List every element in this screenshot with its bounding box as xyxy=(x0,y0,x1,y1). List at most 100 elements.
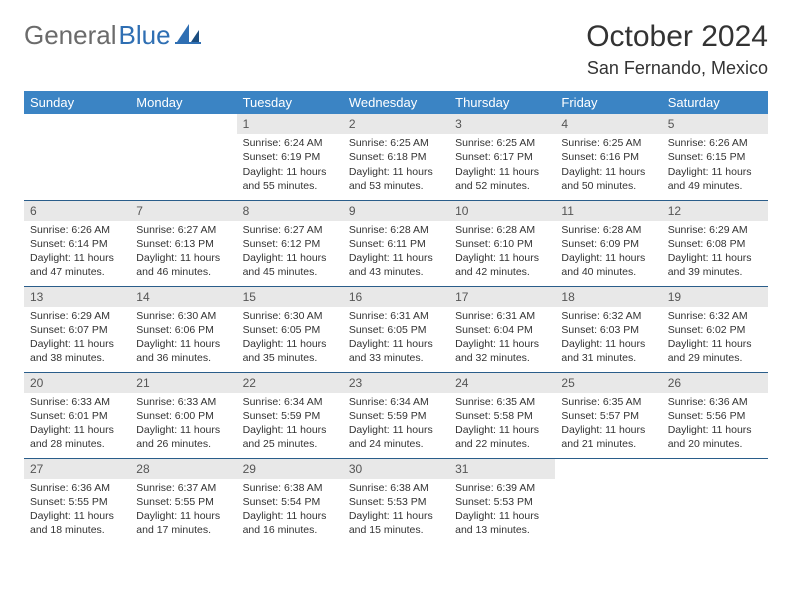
daylight-text-1: Daylight: 11 hours xyxy=(455,165,549,179)
day-number: 5 xyxy=(662,114,768,134)
calendar-day-cell: 9Sunrise: 6:28 AMSunset: 6:11 PMDaylight… xyxy=(343,200,449,286)
calendar-day-cell: 10Sunrise: 6:28 AMSunset: 6:10 PMDayligh… xyxy=(449,200,555,286)
daylight-text-1: Daylight: 11 hours xyxy=(561,165,655,179)
calendar-week-row: 1Sunrise: 6:24 AMSunset: 6:19 PMDaylight… xyxy=(24,114,768,200)
day-info: Sunrise: 6:25 AMSunset: 6:18 PMDaylight:… xyxy=(343,134,449,197)
sunrise-text: Sunrise: 6:32 AM xyxy=(668,309,762,323)
sunrise-text: Sunrise: 6:31 AM xyxy=(455,309,549,323)
daylight-text-2: and 31 minutes. xyxy=(561,351,655,365)
calendar-day-cell: 20Sunrise: 6:33 AMSunset: 6:01 PMDayligh… xyxy=(24,372,130,458)
day-number: 15 xyxy=(237,287,343,307)
calendar-day-cell xyxy=(130,114,236,200)
day-info: Sunrise: 6:28 AMSunset: 6:10 PMDaylight:… xyxy=(449,221,555,284)
sunset-text: Sunset: 6:09 PM xyxy=(561,237,655,251)
daylight-text-2: and 21 minutes. xyxy=(561,437,655,451)
daylight-text-2: and 20 minutes. xyxy=(668,437,762,451)
sunset-text: Sunset: 6:10 PM xyxy=(455,237,549,251)
daylight-text-1: Daylight: 11 hours xyxy=(30,509,124,523)
calendar-day-cell xyxy=(555,458,661,544)
sunset-text: Sunset: 6:13 PM xyxy=(136,237,230,251)
day-number: 31 xyxy=(449,459,555,479)
sunrise-text: Sunrise: 6:25 AM xyxy=(349,136,443,150)
sunrise-text: Sunrise: 6:39 AM xyxy=(455,481,549,495)
daylight-text-1: Daylight: 11 hours xyxy=(30,251,124,265)
daylight-text-1: Daylight: 11 hours xyxy=(243,251,337,265)
day-info: Sunrise: 6:31 AMSunset: 6:04 PMDaylight:… xyxy=(449,307,555,370)
sunrise-text: Sunrise: 6:36 AM xyxy=(30,481,124,495)
sunset-text: Sunset: 5:57 PM xyxy=(561,409,655,423)
sunrise-text: Sunrise: 6:29 AM xyxy=(30,309,124,323)
sunset-text: Sunset: 6:18 PM xyxy=(349,150,443,164)
daylight-text-2: and 33 minutes. xyxy=(349,351,443,365)
daylight-text-1: Daylight: 11 hours xyxy=(30,337,124,351)
day-number: 6 xyxy=(24,201,130,221)
calendar-day-cell: 2Sunrise: 6:25 AMSunset: 6:18 PMDaylight… xyxy=(343,114,449,200)
sunset-text: Sunset: 6:00 PM xyxy=(136,409,230,423)
calendar-day-cell: 7Sunrise: 6:27 AMSunset: 6:13 PMDaylight… xyxy=(130,200,236,286)
weekday-header: Thursday xyxy=(449,91,555,114)
calendar-day-cell xyxy=(662,458,768,544)
calendar-day-cell xyxy=(24,114,130,200)
sunrise-text: Sunrise: 6:24 AM xyxy=(243,136,337,150)
brand-part1: General xyxy=(24,20,117,51)
day-number: 10 xyxy=(449,201,555,221)
sunset-text: Sunset: 6:12 PM xyxy=(243,237,337,251)
weekday-header: Monday xyxy=(130,91,236,114)
sunrise-text: Sunrise: 6:33 AM xyxy=(30,395,124,409)
day-info: Sunrise: 6:28 AMSunset: 6:09 PMDaylight:… xyxy=(555,221,661,284)
calendar-day-cell: 28Sunrise: 6:37 AMSunset: 5:55 PMDayligh… xyxy=(130,458,236,544)
day-info: Sunrise: 6:26 AMSunset: 6:14 PMDaylight:… xyxy=(24,221,130,284)
sunrise-text: Sunrise: 6:34 AM xyxy=(349,395,443,409)
day-info: Sunrise: 6:37 AMSunset: 5:55 PMDaylight:… xyxy=(130,479,236,542)
daylight-text-2: and 16 minutes. xyxy=(243,523,337,537)
calendar-day-cell: 25Sunrise: 6:35 AMSunset: 5:57 PMDayligh… xyxy=(555,372,661,458)
daylight-text-2: and 47 minutes. xyxy=(30,265,124,279)
day-number: 7 xyxy=(130,201,236,221)
day-number: 12 xyxy=(662,201,768,221)
day-number: 2 xyxy=(343,114,449,134)
day-number: 8 xyxy=(237,201,343,221)
day-info: Sunrise: 6:32 AMSunset: 6:02 PMDaylight:… xyxy=(662,307,768,370)
daylight-text-2: and 46 minutes. xyxy=(136,265,230,279)
sunrise-text: Sunrise: 6:30 AM xyxy=(136,309,230,323)
calendar-day-cell: 15Sunrise: 6:30 AMSunset: 6:05 PMDayligh… xyxy=(237,286,343,372)
sunset-text: Sunset: 5:55 PM xyxy=(30,495,124,509)
sunrise-text: Sunrise: 6:26 AM xyxy=(668,136,762,150)
day-number: 16 xyxy=(343,287,449,307)
daylight-text-1: Daylight: 11 hours xyxy=(668,251,762,265)
sunset-text: Sunset: 6:03 PM xyxy=(561,323,655,337)
calendar-day-cell: 11Sunrise: 6:28 AMSunset: 6:09 PMDayligh… xyxy=(555,200,661,286)
sunset-text: Sunset: 6:04 PM xyxy=(455,323,549,337)
brand-logo: GeneralBlue xyxy=(24,20,201,51)
sunrise-text: Sunrise: 6:34 AM xyxy=(243,395,337,409)
day-number: 18 xyxy=(555,287,661,307)
calendar-day-cell: 27Sunrise: 6:36 AMSunset: 5:55 PMDayligh… xyxy=(24,458,130,544)
daylight-text-2: and 22 minutes. xyxy=(455,437,549,451)
weekday-header: Wednesday xyxy=(343,91,449,114)
sunrise-text: Sunrise: 6:25 AM xyxy=(455,136,549,150)
daylight-text-2: and 28 minutes. xyxy=(30,437,124,451)
day-info: Sunrise: 6:33 AMSunset: 6:01 PMDaylight:… xyxy=(24,393,130,456)
daylight-text-1: Daylight: 11 hours xyxy=(136,423,230,437)
brand-part2: Blue xyxy=(119,20,171,51)
weekday-header: Saturday xyxy=(662,91,768,114)
day-number: 4 xyxy=(555,114,661,134)
calendar-day-cell: 18Sunrise: 6:32 AMSunset: 6:03 PMDayligh… xyxy=(555,286,661,372)
daylight-text-2: and 43 minutes. xyxy=(349,265,443,279)
daylight-text-1: Daylight: 11 hours xyxy=(243,509,337,523)
daylight-text-1: Daylight: 11 hours xyxy=(561,251,655,265)
day-number: 17 xyxy=(449,287,555,307)
daylight-text-1: Daylight: 11 hours xyxy=(243,337,337,351)
sunrise-text: Sunrise: 6:27 AM xyxy=(243,223,337,237)
calendar-day-cell: 31Sunrise: 6:39 AMSunset: 5:53 PMDayligh… xyxy=(449,458,555,544)
sunset-text: Sunset: 5:55 PM xyxy=(136,495,230,509)
sunset-text: Sunset: 6:11 PM xyxy=(349,237,443,251)
sunrise-text: Sunrise: 6:33 AM xyxy=(136,395,230,409)
sunset-text: Sunset: 6:02 PM xyxy=(668,323,762,337)
day-info: Sunrise: 6:30 AMSunset: 6:05 PMDaylight:… xyxy=(237,307,343,370)
weekday-header: Friday xyxy=(555,91,661,114)
day-info: Sunrise: 6:34 AMSunset: 5:59 PMDaylight:… xyxy=(237,393,343,456)
daylight-text-1: Daylight: 11 hours xyxy=(243,423,337,437)
sunrise-text: Sunrise: 6:28 AM xyxy=(455,223,549,237)
day-number: 22 xyxy=(237,373,343,393)
